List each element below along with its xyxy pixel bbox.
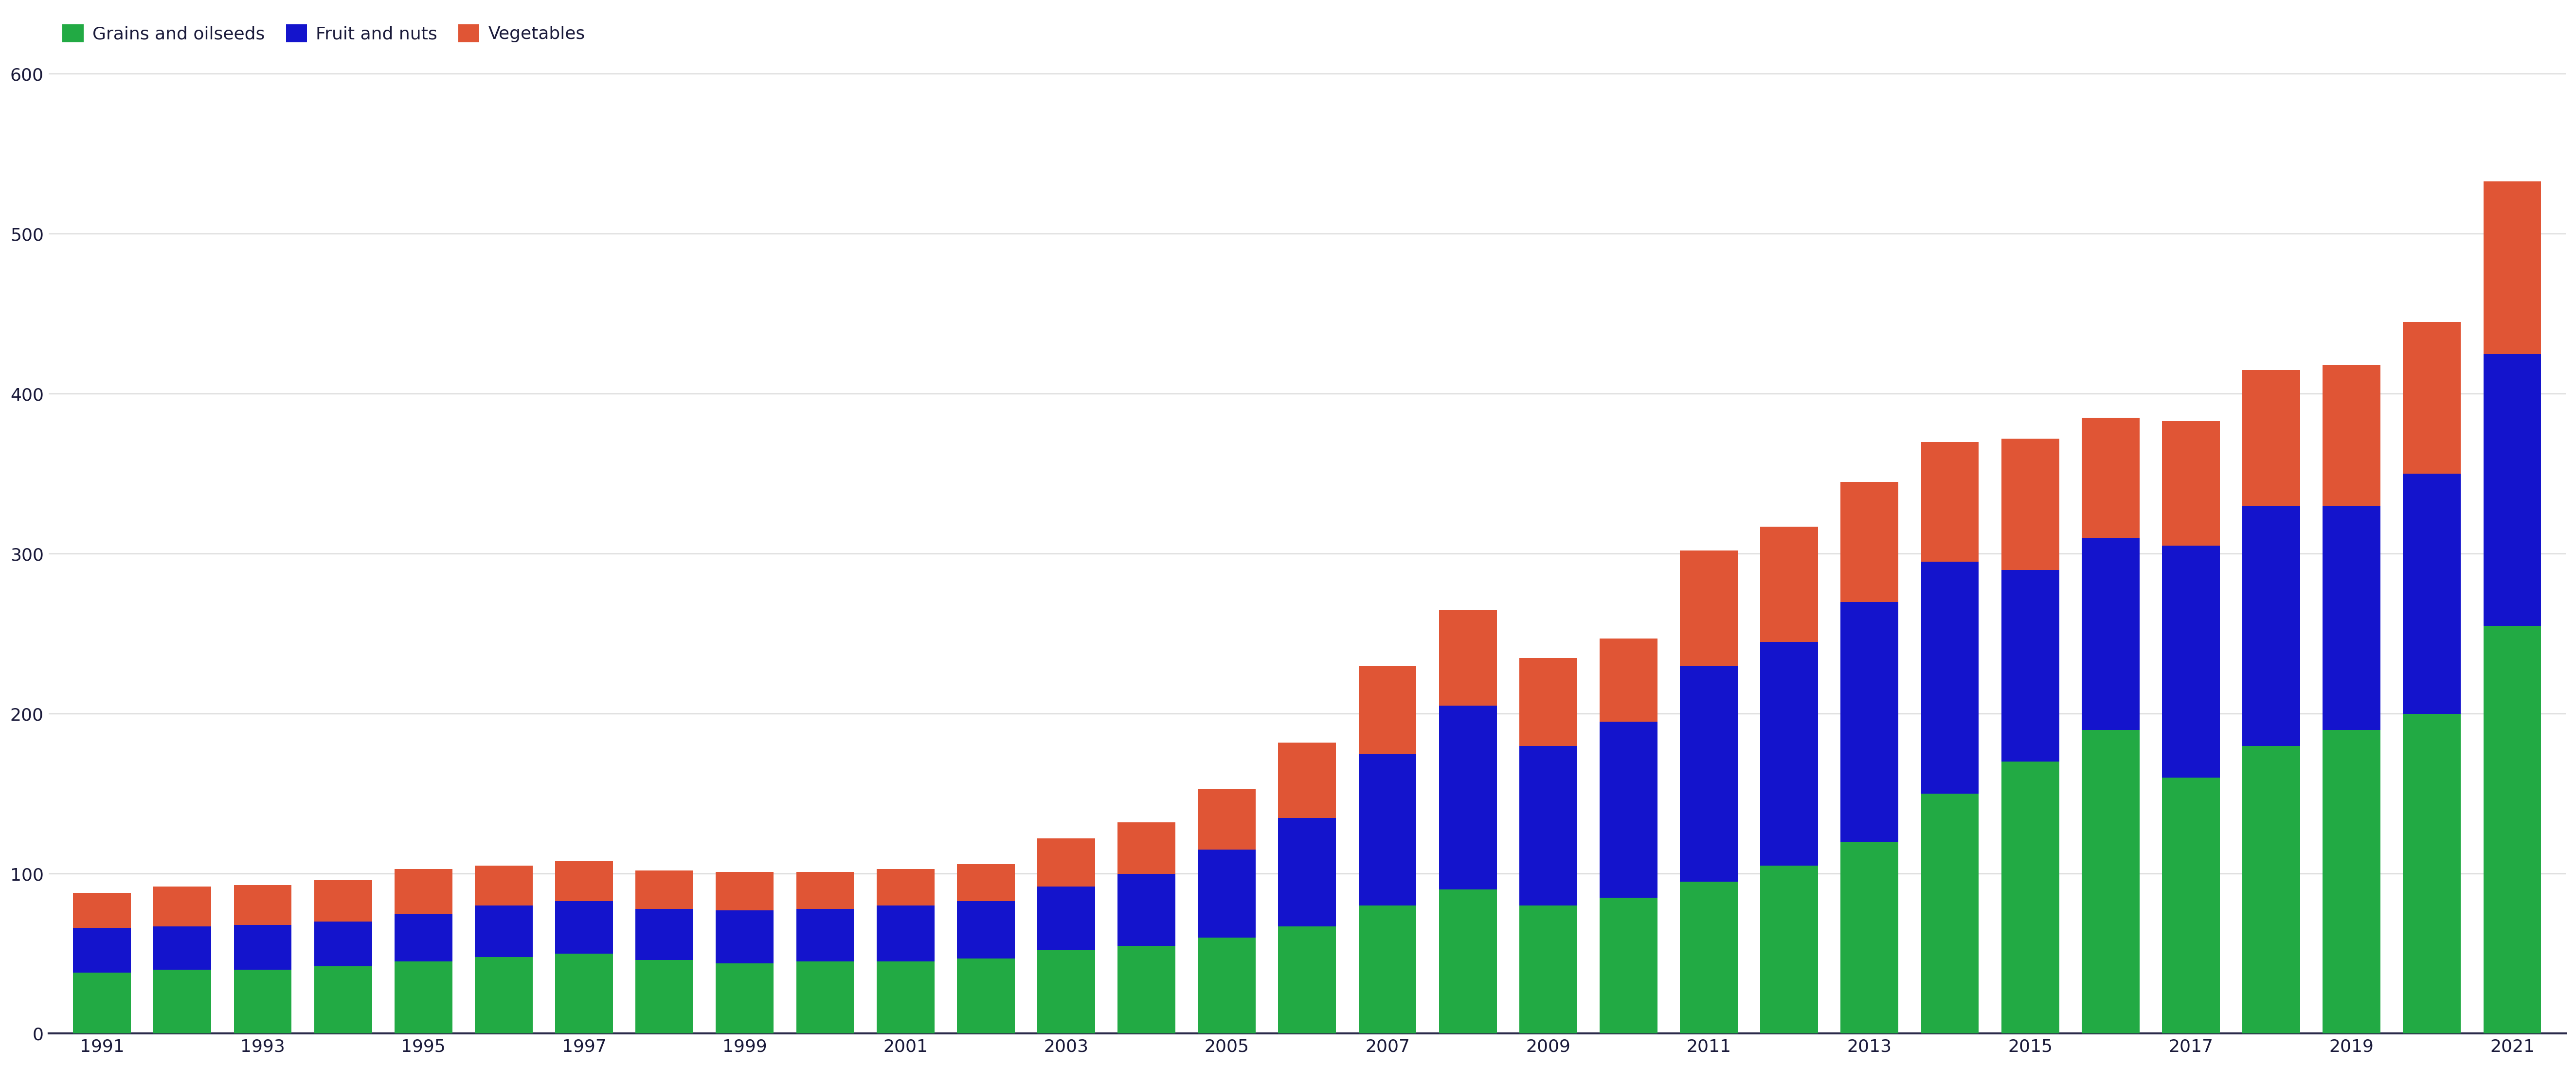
Bar — [1842, 481, 1899, 602]
Bar — [1440, 889, 1497, 1034]
Bar — [1118, 946, 1175, 1034]
Bar — [1038, 838, 1095, 886]
Bar — [1278, 818, 1337, 927]
Bar — [1759, 866, 1819, 1034]
Bar — [2403, 714, 2460, 1034]
Bar — [956, 901, 1015, 958]
Bar — [2081, 730, 2141, 1034]
Bar — [636, 908, 693, 960]
Bar — [716, 872, 773, 911]
Bar — [2081, 538, 2141, 730]
Bar — [1759, 642, 1819, 866]
Bar — [474, 905, 533, 956]
Bar — [956, 864, 1015, 901]
Bar — [234, 969, 291, 1034]
Bar — [1759, 527, 1819, 642]
Bar — [72, 972, 131, 1034]
Bar — [1440, 706, 1497, 889]
Bar — [2241, 370, 2300, 506]
Bar — [1520, 746, 1577, 905]
Bar — [556, 861, 613, 901]
Bar — [1038, 950, 1095, 1034]
Bar — [234, 885, 291, 924]
Bar — [2002, 761, 2058, 1034]
Legend: Grains and oilseeds, Fruit and nuts, Vegetables: Grains and oilseeds, Fruit and nuts, Veg… — [57, 19, 590, 48]
Bar — [796, 962, 855, 1034]
Bar — [2241, 746, 2300, 1034]
Bar — [155, 927, 211, 969]
Bar — [2324, 506, 2380, 730]
Bar — [2241, 506, 2300, 746]
Bar — [1922, 562, 1978, 793]
Bar — [1118, 822, 1175, 873]
Bar — [2324, 365, 2380, 506]
Bar — [234, 924, 291, 969]
Bar — [1520, 658, 1577, 746]
Bar — [556, 901, 613, 953]
Bar — [1278, 742, 1337, 818]
Bar — [1600, 639, 1656, 722]
Bar — [314, 921, 371, 966]
Bar — [1680, 666, 1739, 882]
Bar — [1198, 789, 1255, 850]
Bar — [394, 962, 453, 1034]
Bar — [155, 886, 211, 927]
Bar — [1520, 905, 1577, 1034]
Bar — [394, 869, 453, 914]
Bar — [1118, 873, 1175, 946]
Bar — [796, 872, 855, 908]
Bar — [2483, 181, 2540, 354]
Bar — [2483, 354, 2540, 626]
Bar — [2324, 730, 2380, 1034]
Bar — [1038, 886, 1095, 950]
Bar — [155, 969, 211, 1034]
Bar — [2403, 474, 2460, 714]
Bar — [1922, 442, 1978, 562]
Bar — [2483, 626, 2540, 1034]
Bar — [314, 880, 371, 921]
Bar — [1842, 602, 1899, 841]
Bar — [2161, 421, 2221, 546]
Bar — [636, 960, 693, 1034]
Bar — [1842, 841, 1899, 1034]
Bar — [394, 914, 453, 962]
Bar — [636, 870, 693, 908]
Bar — [716, 963, 773, 1034]
Bar — [876, 962, 935, 1034]
Bar — [2403, 322, 2460, 474]
Bar — [1680, 551, 1739, 666]
Bar — [72, 928, 131, 972]
Bar — [876, 869, 935, 905]
Bar — [1358, 754, 1417, 905]
Bar — [1922, 793, 1978, 1034]
Bar — [1198, 850, 1255, 937]
Bar — [1358, 905, 1417, 1034]
Bar — [556, 953, 613, 1034]
Bar — [72, 892, 131, 928]
Bar — [1358, 666, 1417, 754]
Bar — [1680, 882, 1739, 1034]
Bar — [956, 958, 1015, 1034]
Bar — [2002, 439, 2058, 570]
Bar — [1198, 937, 1255, 1034]
Bar — [2161, 777, 2221, 1034]
Bar — [1600, 898, 1656, 1034]
Bar — [2002, 570, 2058, 761]
Bar — [716, 911, 773, 963]
Bar — [314, 966, 371, 1034]
Bar — [796, 908, 855, 962]
Bar — [2081, 417, 2141, 538]
Bar — [1278, 927, 1337, 1034]
Bar — [474, 866, 533, 905]
Bar — [2161, 546, 2221, 777]
Bar — [474, 956, 533, 1034]
Bar — [876, 905, 935, 962]
Bar — [1440, 610, 1497, 706]
Bar — [1600, 722, 1656, 898]
